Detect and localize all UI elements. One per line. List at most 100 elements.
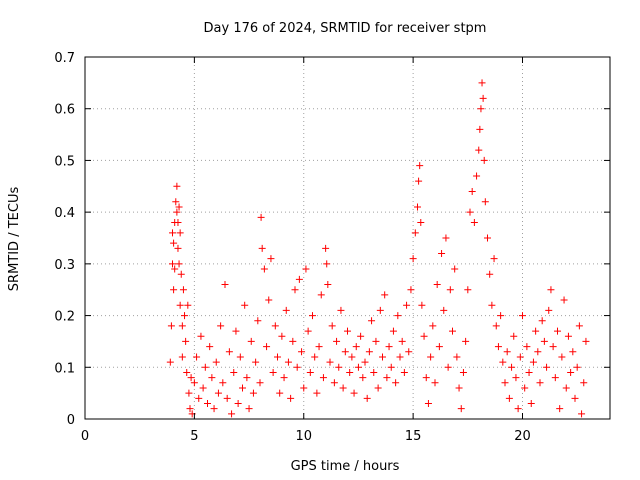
y-tick-label: 0.2	[54, 310, 75, 325]
data-point	[372, 337, 380, 345]
data-point	[497, 312, 505, 320]
data-point	[324, 281, 332, 289]
data-point	[484, 234, 491, 242]
data-point	[442, 234, 450, 242]
data-point	[477, 105, 485, 113]
data-point	[488, 301, 496, 309]
data-point	[328, 322, 336, 330]
data-point	[422, 374, 430, 382]
data-point	[462, 337, 470, 345]
data-point	[363, 394, 371, 402]
data-point	[169, 229, 176, 237]
data-point	[293, 363, 301, 371]
data-point	[260, 265, 268, 273]
data-point	[178, 353, 186, 361]
data-point	[476, 125, 484, 133]
data-point	[182, 337, 190, 345]
data-point	[567, 368, 575, 376]
data-point	[183, 368, 191, 376]
data-point	[547, 286, 555, 294]
data-point	[258, 244, 266, 252]
data-point	[300, 384, 308, 392]
data-point	[453, 353, 461, 361]
data-point	[254, 317, 262, 325]
data-point	[440, 306, 448, 314]
data-point	[403, 301, 411, 309]
data-point	[431, 379, 439, 387]
data-point	[315, 343, 323, 351]
data-point	[573, 363, 581, 371]
data-point	[199, 384, 207, 392]
data-point	[435, 343, 443, 351]
data-point	[256, 379, 264, 387]
x-tick-label: 15	[405, 429, 422, 444]
x-axis-label: GPS time / hours	[291, 459, 400, 474]
data-point	[433, 281, 441, 289]
data-point	[479, 94, 487, 102]
data-point	[344, 327, 351, 335]
data-point	[291, 286, 299, 294]
data-point	[383, 374, 391, 382]
data-point	[519, 312, 526, 320]
data-point	[417, 218, 425, 226]
data-point	[243, 374, 251, 382]
data-point	[359, 374, 367, 382]
data-point	[361, 358, 369, 366]
data-point	[230, 368, 238, 376]
data-point	[459, 368, 467, 376]
data-point	[527, 399, 535, 407]
data-point	[337, 306, 345, 314]
data-point	[492, 322, 500, 330]
data-point	[499, 358, 507, 366]
data-point	[389, 327, 397, 335]
data-point	[167, 322, 175, 330]
y-tick-label: 0.4	[54, 206, 75, 221]
data-point	[208, 374, 216, 382]
data-point	[505, 394, 513, 402]
data-point	[444, 363, 452, 371]
data-point	[415, 177, 423, 185]
data-point	[543, 363, 551, 371]
data-point	[490, 255, 498, 263]
data-point	[494, 343, 502, 351]
data-point	[398, 337, 406, 345]
data-point	[376, 306, 384, 314]
data-point	[414, 203, 421, 211]
data-point	[173, 182, 181, 190]
data-point	[394, 312, 402, 320]
data-point	[323, 260, 331, 268]
grid-layer	[85, 57, 610, 419]
data-point	[478, 79, 486, 87]
chart-title: Day 176 of 2024, SRMTID for receiver stp…	[204, 21, 487, 36]
data-point	[263, 343, 271, 351]
data-point	[287, 394, 295, 402]
data-point	[457, 405, 465, 413]
data-point	[523, 343, 531, 351]
data-point	[284, 358, 292, 366]
data-point	[554, 327, 561, 335]
data-point	[241, 301, 249, 309]
data-point	[271, 322, 279, 330]
points-layer	[166, 79, 590, 418]
x-tick-label: 0	[81, 429, 89, 444]
data-point	[174, 244, 182, 252]
data-point	[247, 337, 255, 345]
data-point	[309, 312, 316, 320]
data-point	[210, 405, 218, 413]
data-point	[480, 156, 488, 164]
data-point	[508, 363, 516, 371]
data-point	[173, 208, 181, 216]
ticks-layer: 0 5 10 15 20 0 0.1 0.2 0.3 0.4 0.5 0.6 0.7	[54, 51, 610, 444]
data-point	[341, 348, 349, 356]
data-point	[221, 281, 229, 289]
data-point	[374, 384, 382, 392]
data-point	[313, 389, 321, 397]
data-point	[575, 322, 583, 330]
data-point	[234, 399, 242, 407]
data-point	[317, 291, 325, 299]
data-point	[171, 265, 179, 273]
data-point	[580, 379, 588, 387]
data-point	[176, 301, 184, 309]
data-point	[464, 286, 472, 294]
